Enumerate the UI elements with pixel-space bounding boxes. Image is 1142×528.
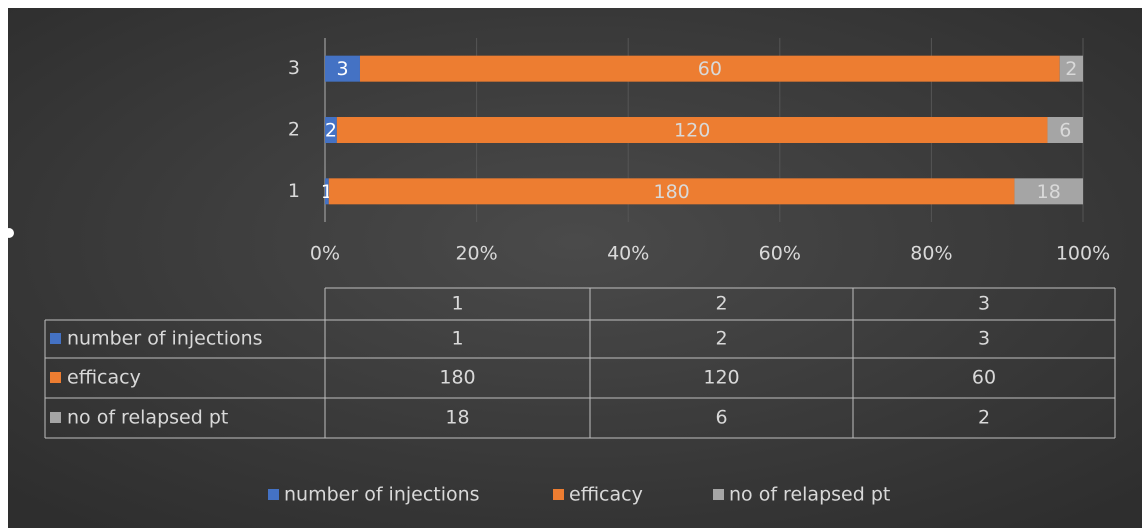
data-label: 120 <box>674 120 710 142</box>
y-tick-label: 3 <box>288 57 300 79</box>
y-tick-label: 1 <box>288 180 300 202</box>
bar-segment <box>336 117 1048 143</box>
legend-key <box>713 489 724 500</box>
x-tick-label: 40% <box>607 243 649 265</box>
data-label: 180 <box>653 181 689 203</box>
handle <box>4 228 14 238</box>
chart-background <box>8 8 1142 528</box>
bar-segment <box>325 117 337 143</box>
legend-label: no of relapsed pt <box>729 484 890 506</box>
x-tick-label: 80% <box>910 243 952 265</box>
table-row-label: no of relapsed pt <box>67 407 228 429</box>
table-legend-key <box>50 412 61 423</box>
table-cell: 120 <box>703 367 739 389</box>
table-row-label: efficacy <box>67 367 141 389</box>
legend-label: number of injections <box>284 484 480 506</box>
table-row-label: number of injections <box>67 328 263 350</box>
data-label: 6 <box>1059 120 1071 142</box>
table-legend-key <box>50 333 61 344</box>
bar-segment <box>1047 117 1083 143</box>
table-header: 1 <box>451 293 463 315</box>
bar-segment <box>325 178 329 205</box>
data-label: 18 <box>1037 181 1061 203</box>
table-cell: 18 <box>445 407 469 429</box>
legend-key <box>268 489 279 500</box>
bar-segment <box>1059 55 1083 82</box>
table-cell: 180 <box>439 367 475 389</box>
table-cell: 2 <box>978 407 990 429</box>
x-tick-label: 100% <box>1056 243 1110 265</box>
legend-label: efficacy <box>569 484 643 506</box>
bar-segment <box>1014 178 1083 205</box>
bar-segment <box>359 55 1060 82</box>
x-tick-label: 20% <box>455 243 497 265</box>
data-label: 60 <box>698 58 722 80</box>
legend-key <box>553 489 564 500</box>
data-label: 2 <box>325 120 337 142</box>
x-tick-label: 60% <box>759 243 801 265</box>
data-label: 3 <box>336 58 348 80</box>
table-header: 2 <box>715 293 727 315</box>
data-label: 2 <box>1065 58 1077 80</box>
table-header: 3 <box>978 293 990 315</box>
x-tick-label: 0% <box>310 243 340 265</box>
bar-segment <box>325 55 360 82</box>
table-cell: 60 <box>972 367 996 389</box>
table-cell: 6 <box>715 407 727 429</box>
y-tick-label: 2 <box>288 119 300 141</box>
table-cell: 2 <box>715 328 727 350</box>
bar-segment <box>328 178 1015 205</box>
table-cell: 1 <box>451 328 463 350</box>
table-cell: 3 <box>978 328 990 350</box>
table-legend-key <box>50 372 61 383</box>
